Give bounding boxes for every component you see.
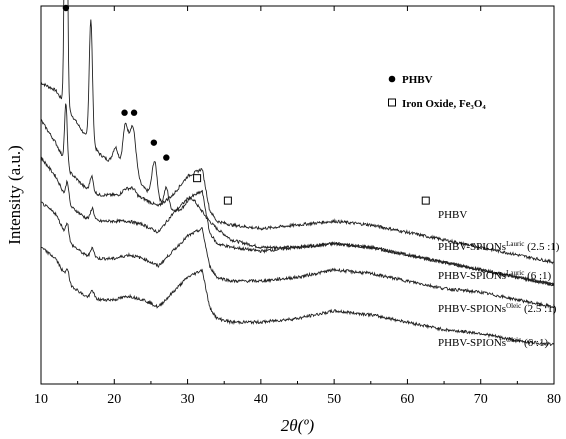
series-label-sup: Lauric xyxy=(506,240,524,248)
x-tick-label: 40 xyxy=(254,392,268,407)
series-label-ratio: (2.5 :1) xyxy=(521,303,556,315)
series-label-sup: Oleic xyxy=(506,302,521,310)
series-label-4: PHBV-SPIONsOleic (2.5 :1) xyxy=(438,302,557,315)
series-line-5 xyxy=(40,247,555,347)
series-label-main: PHBV xyxy=(438,209,467,221)
iron-oxide-peak-marker xyxy=(193,174,202,183)
axes: 10 20 30 40 50 60 70 80 2θ(º) Intensity (a.u.) xyxy=(5,5,561,435)
series-line-3 xyxy=(40,156,555,286)
series-line-4 xyxy=(40,201,555,309)
series-label-3: PHBV-SPIONsLauric (6 :1) xyxy=(438,269,552,282)
series-label-main: PHBV-SPIONs xyxy=(438,241,506,253)
legend-square-icon xyxy=(388,98,396,107)
series-label-ratio: (6 :1) xyxy=(521,337,548,349)
series-label-sup: Lauric xyxy=(506,269,524,277)
iron-oxide-peak-marker xyxy=(223,196,232,205)
series-label-2: PHBV-SPIONsLauric (2.5 :1) xyxy=(438,240,560,253)
x-tick-label: 20 xyxy=(107,392,121,407)
series-lines xyxy=(40,0,555,347)
series-line-2 xyxy=(40,103,555,265)
x-tick-label: 30 xyxy=(181,392,195,407)
series-label-main: PHBV-SPIONs xyxy=(438,270,506,282)
legend-label-2: Iron Oxide, Fe₃O₄ xyxy=(402,98,486,110)
phbv-peak-marker xyxy=(150,139,158,146)
peak-markers xyxy=(62,4,430,205)
legend-label-1: PHBV xyxy=(402,74,433,86)
series-label-ratio: (6 :1) xyxy=(524,270,551,282)
x-tick-label: 70 xyxy=(474,392,488,407)
legend-circle-icon xyxy=(388,75,396,83)
series-label-main: PHBV-SPIONs xyxy=(438,303,506,315)
series-label-ratio: (2.5 :1) xyxy=(524,241,559,253)
y-axis-label: Intensity (a.u.) xyxy=(5,145,24,245)
series-label-5: PHBV-SPIONsOleic (6 :1) xyxy=(438,336,548,349)
iron-oxide-peak-marker xyxy=(421,196,430,205)
phbv-peak-marker xyxy=(121,109,128,116)
phbv-peak-marker xyxy=(163,154,170,161)
phbv-peak-marker xyxy=(130,109,138,116)
series-label-1: PHBV xyxy=(438,209,467,221)
x-tick-label: 60 xyxy=(400,392,414,407)
x-axis-label: 2θ(º) xyxy=(281,416,315,435)
legend: PHBV Iron Oxide, Fe₃O₄ xyxy=(388,74,486,110)
x-tick-label: 50 xyxy=(327,392,341,407)
x-tick-label: 10 xyxy=(34,392,48,407)
series-label-main: PHBV-SPIONs xyxy=(438,337,506,349)
x-tick-label: 80 xyxy=(547,392,561,407)
series-label-sup: Oleic xyxy=(506,336,521,344)
